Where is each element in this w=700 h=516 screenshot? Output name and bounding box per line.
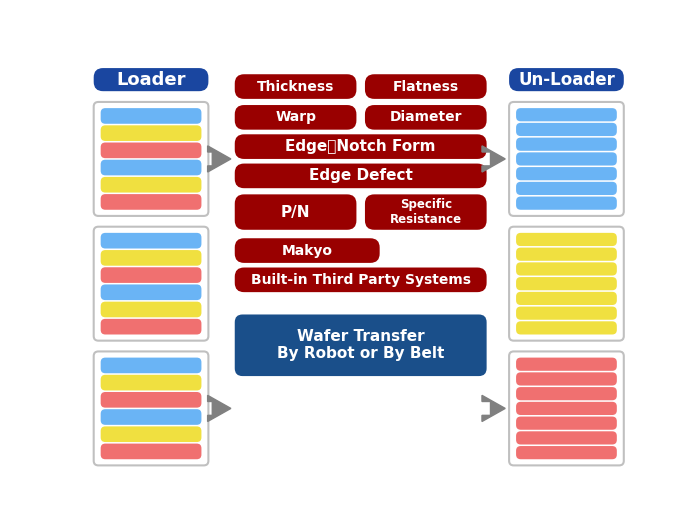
FancyBboxPatch shape <box>516 108 617 121</box>
FancyBboxPatch shape <box>234 314 486 376</box>
FancyBboxPatch shape <box>365 195 486 230</box>
Text: Un-Loader: Un-Loader <box>518 71 615 89</box>
FancyBboxPatch shape <box>509 227 624 341</box>
FancyBboxPatch shape <box>101 375 202 391</box>
FancyBboxPatch shape <box>101 409 202 425</box>
FancyBboxPatch shape <box>509 351 624 465</box>
FancyBboxPatch shape <box>365 105 486 130</box>
FancyBboxPatch shape <box>516 233 617 246</box>
FancyBboxPatch shape <box>516 416 617 430</box>
FancyBboxPatch shape <box>516 321 617 334</box>
FancyBboxPatch shape <box>234 238 379 263</box>
FancyBboxPatch shape <box>101 194 202 210</box>
FancyBboxPatch shape <box>516 373 617 385</box>
FancyBboxPatch shape <box>516 167 617 180</box>
Text: Makyo: Makyo <box>281 244 332 257</box>
Text: Specific
Resistance: Specific Resistance <box>390 198 462 226</box>
Text: Loader: Loader <box>116 71 186 89</box>
FancyBboxPatch shape <box>516 182 617 195</box>
FancyBboxPatch shape <box>509 102 624 216</box>
Text: Flatness: Flatness <box>393 79 459 93</box>
FancyBboxPatch shape <box>516 123 617 136</box>
Text: Edge・Notch Form: Edge・Notch Form <box>286 139 436 154</box>
FancyBboxPatch shape <box>516 387 617 400</box>
FancyBboxPatch shape <box>516 402 617 415</box>
FancyBboxPatch shape <box>516 307 617 320</box>
FancyBboxPatch shape <box>94 102 209 216</box>
Polygon shape <box>482 146 505 172</box>
FancyBboxPatch shape <box>516 262 617 276</box>
FancyBboxPatch shape <box>101 284 202 300</box>
FancyBboxPatch shape <box>234 105 356 130</box>
FancyBboxPatch shape <box>94 227 209 341</box>
Text: Warp: Warp <box>275 110 316 124</box>
FancyBboxPatch shape <box>101 267 202 283</box>
Text: Wafer Transfer
By Robot or By Belt: Wafer Transfer By Robot or By Belt <box>277 329 444 362</box>
FancyBboxPatch shape <box>365 74 486 99</box>
Polygon shape <box>482 395 505 422</box>
FancyBboxPatch shape <box>516 292 617 305</box>
FancyBboxPatch shape <box>101 250 202 266</box>
FancyBboxPatch shape <box>101 233 202 249</box>
FancyBboxPatch shape <box>516 358 617 371</box>
FancyBboxPatch shape <box>516 152 617 166</box>
FancyBboxPatch shape <box>101 177 202 192</box>
FancyBboxPatch shape <box>234 164 486 188</box>
FancyBboxPatch shape <box>101 319 202 334</box>
FancyBboxPatch shape <box>101 142 202 158</box>
FancyBboxPatch shape <box>516 197 617 210</box>
FancyBboxPatch shape <box>234 267 486 292</box>
Text: Built-in Third Party Systems: Built-in Third Party Systems <box>251 273 470 287</box>
FancyBboxPatch shape <box>101 444 202 459</box>
FancyBboxPatch shape <box>94 68 209 91</box>
FancyBboxPatch shape <box>101 392 202 408</box>
FancyBboxPatch shape <box>516 138 617 151</box>
FancyBboxPatch shape <box>101 302 202 317</box>
FancyBboxPatch shape <box>516 446 617 459</box>
FancyBboxPatch shape <box>234 195 356 230</box>
Text: P/N: P/N <box>281 204 310 220</box>
FancyBboxPatch shape <box>509 68 624 91</box>
FancyBboxPatch shape <box>101 160 202 175</box>
FancyBboxPatch shape <box>101 108 202 124</box>
Polygon shape <box>208 395 231 422</box>
Text: Edge Defect: Edge Defect <box>309 168 412 183</box>
Text: Thickness: Thickness <box>257 79 335 93</box>
Polygon shape <box>208 146 231 172</box>
FancyBboxPatch shape <box>101 125 202 141</box>
FancyBboxPatch shape <box>516 431 617 444</box>
FancyBboxPatch shape <box>101 358 202 373</box>
FancyBboxPatch shape <box>516 248 617 261</box>
FancyBboxPatch shape <box>234 74 356 99</box>
FancyBboxPatch shape <box>516 277 617 291</box>
Text: Diameter: Diameter <box>389 110 462 124</box>
FancyBboxPatch shape <box>101 426 202 442</box>
FancyBboxPatch shape <box>94 351 209 465</box>
FancyBboxPatch shape <box>234 134 486 159</box>
